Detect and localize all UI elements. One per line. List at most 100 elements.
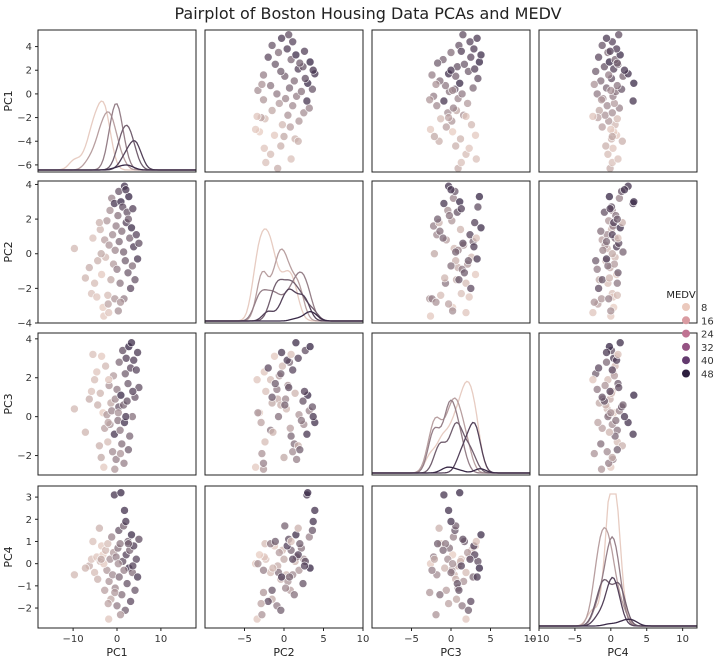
scatter-point bbox=[119, 458, 129, 468]
scatter-point bbox=[458, 30, 468, 40]
scatter-point bbox=[114, 408, 123, 418]
scatter-point bbox=[602, 33, 611, 43]
panel-pc3-vs-pc4 bbox=[538, 332, 698, 476]
scatter-point bbox=[612, 290, 622, 300]
scatter-point bbox=[466, 597, 476, 606]
scatter-point bbox=[253, 86, 263, 95]
scatter-point bbox=[134, 534, 144, 544]
scatter-point bbox=[81, 563, 90, 573]
scatter-point bbox=[110, 464, 120, 474]
scatter-point bbox=[475, 563, 484, 573]
scatter-point bbox=[274, 412, 283, 421]
scatter-point bbox=[128, 387, 138, 396]
scatter-point bbox=[111, 221, 121, 231]
scatter-point bbox=[593, 418, 603, 427]
scatter-point bbox=[427, 70, 437, 80]
scatter-point bbox=[431, 297, 441, 307]
panel-pc2-vs-pc2 bbox=[204, 180, 364, 324]
scatter-point bbox=[589, 449, 599, 458]
scatter-point bbox=[470, 64, 480, 74]
y-tick-label: 0 bbox=[26, 412, 32, 423]
scatter-point bbox=[597, 95, 606, 105]
panel-frame bbox=[371, 180, 531, 324]
scatter-point bbox=[438, 545, 448, 555]
scatter-point bbox=[602, 237, 611, 246]
pairplot-panels: −6−4−2024PC1−4−2024PC2−2024PC3−2−10123PC… bbox=[2, 29, 698, 659]
scatter-point bbox=[612, 114, 622, 124]
scatter-point bbox=[288, 365, 298, 375]
panel-frame bbox=[371, 332, 531, 476]
scatter-point bbox=[472, 254, 482, 264]
scatter-point bbox=[116, 449, 125, 458]
scatter-point bbox=[589, 80, 599, 89]
scatter-point bbox=[121, 256, 130, 266]
scatter-point bbox=[444, 113, 453, 122]
scatter-point bbox=[259, 144, 269, 153]
scatter-point bbox=[605, 46, 615, 56]
x-tick-label: 0 bbox=[281, 634, 287, 645]
scatter-point bbox=[589, 297, 599, 307]
scatter-point bbox=[433, 539, 442, 549]
scatter-point bbox=[285, 423, 295, 433]
scatter-point bbox=[128, 561, 138, 571]
scatter-point bbox=[308, 84, 317, 94]
scatter-point bbox=[611, 416, 621, 425]
scatter-point bbox=[430, 554, 439, 564]
scatter-point bbox=[114, 237, 124, 246]
scatter-point bbox=[475, 57, 484, 67]
panel-pc3-vs-pc3 bbox=[371, 332, 531, 476]
legend-label: 32 bbox=[701, 343, 714, 354]
scatter-point bbox=[281, 583, 290, 593]
scatter-point bbox=[259, 70, 268, 80]
scatter-point bbox=[602, 357, 611, 367]
scatter-point bbox=[446, 185, 456, 194]
scatter-point bbox=[295, 445, 305, 455]
scatter-point bbox=[594, 106, 604, 115]
scatter-point bbox=[276, 67, 286, 76]
scatter-point bbox=[473, 74, 483, 83]
scatter-point bbox=[441, 81, 450, 90]
scatter-point bbox=[259, 458, 268, 468]
scatter-point bbox=[451, 141, 461, 151]
scatter-point bbox=[286, 154, 296, 164]
scatter-point bbox=[441, 122, 451, 132]
scatter-point bbox=[259, 95, 268, 105]
scatter-point bbox=[436, 290, 446, 300]
scatter-point bbox=[267, 41, 277, 50]
scatter-point bbox=[448, 306, 457, 316]
scatter-point bbox=[272, 89, 282, 99]
scatter-point bbox=[133, 254, 142, 264]
scatter-point bbox=[438, 233, 448, 243]
scatter-point bbox=[439, 199, 449, 208]
scatter-point bbox=[449, 103, 458, 113]
scatter-point bbox=[472, 33, 482, 43]
y-axis-label: PC2 bbox=[2, 241, 15, 262]
scatter-point bbox=[124, 445, 133, 455]
y-tick-label: 0 bbox=[26, 89, 32, 100]
scatter-point bbox=[457, 601, 467, 611]
scatter-point bbox=[279, 554, 289, 564]
scatter-point bbox=[597, 464, 606, 474]
scatter-point bbox=[597, 294, 606, 304]
scatter-point bbox=[464, 292, 474, 302]
scatter-point bbox=[614, 30, 624, 40]
scatter-point bbox=[606, 125, 616, 134]
scatter-point bbox=[257, 80, 267, 89]
scatter-point bbox=[116, 297, 125, 307]
x-tick-label: −10 bbox=[528, 634, 549, 645]
medv-legend: MEDV 8 16 24 32 40 48 bbox=[666, 290, 713, 381]
scatter-point bbox=[107, 532, 116, 542]
scatter-point bbox=[92, 367, 102, 377]
scatter-point bbox=[88, 537, 98, 546]
scatter-point bbox=[259, 588, 268, 597]
scatter-point bbox=[607, 249, 617, 258]
scatter-point bbox=[597, 392, 607, 402]
legend-marker bbox=[682, 329, 690, 338]
scatter-point bbox=[610, 99, 619, 108]
scatter-point bbox=[464, 144, 474, 153]
scatter-point bbox=[436, 114, 446, 124]
scatter-point bbox=[628, 429, 638, 439]
scatter-point bbox=[300, 387, 309, 396]
panel-frame bbox=[37, 332, 197, 476]
